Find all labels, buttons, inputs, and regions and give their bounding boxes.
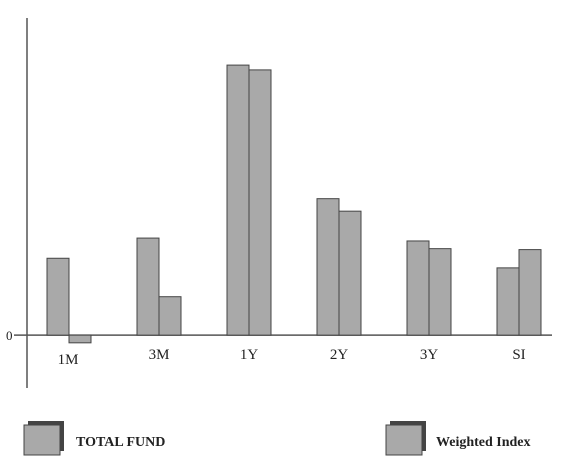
legend-label-total-fund: TOTAL FUND: [76, 435, 165, 450]
legend: TOTAL FUND Weighted Index: [23, 421, 531, 456]
bar-weighted-index-2y: [338, 210, 362, 336]
x-tick-label-3m: 3M: [149, 347, 170, 363]
legend-label-weighted-index: Weighted Index: [436, 435, 531, 450]
bar-total-fund-2y: [316, 198, 340, 336]
bar-weighted-index-1m: [68, 334, 92, 344]
x-tick-labels: 1M 3M 1Y 2Y 3Y SI: [58, 347, 526, 368]
legend-swatch-total-fund: [23, 424, 61, 456]
x-tick-label-1m: 1M: [58, 352, 79, 368]
bar-weighted-index-3m: [158, 296, 182, 336]
bar-total-fund-3m: [136, 237, 160, 336]
y-tick-labels: 0: [6, 328, 13, 343]
bar-total-fund-si: [496, 267, 520, 336]
x-tick-label-si: SI: [512, 347, 525, 363]
bar-total-fund-3y: [406, 240, 430, 336]
bar-weighted-index-1y: [248, 69, 272, 336]
legend-swatch-weighted-index: [385, 424, 423, 456]
bars: [46, 64, 542, 344]
bar-weighted-index-si: [518, 249, 542, 336]
x-tick-label-2y: 2Y: [330, 347, 349, 363]
bar-total-fund-1m: [46, 257, 70, 336]
bar-total-fund-1y: [226, 64, 250, 336]
x-tick-label-3y: 3Y: [420, 347, 439, 363]
bar-weighted-index-3y: [428, 248, 452, 336]
y-tick-label: 0: [6, 328, 13, 343]
axes: [14, 18, 552, 388]
x-tick-label-1y: 1Y: [240, 347, 259, 363]
